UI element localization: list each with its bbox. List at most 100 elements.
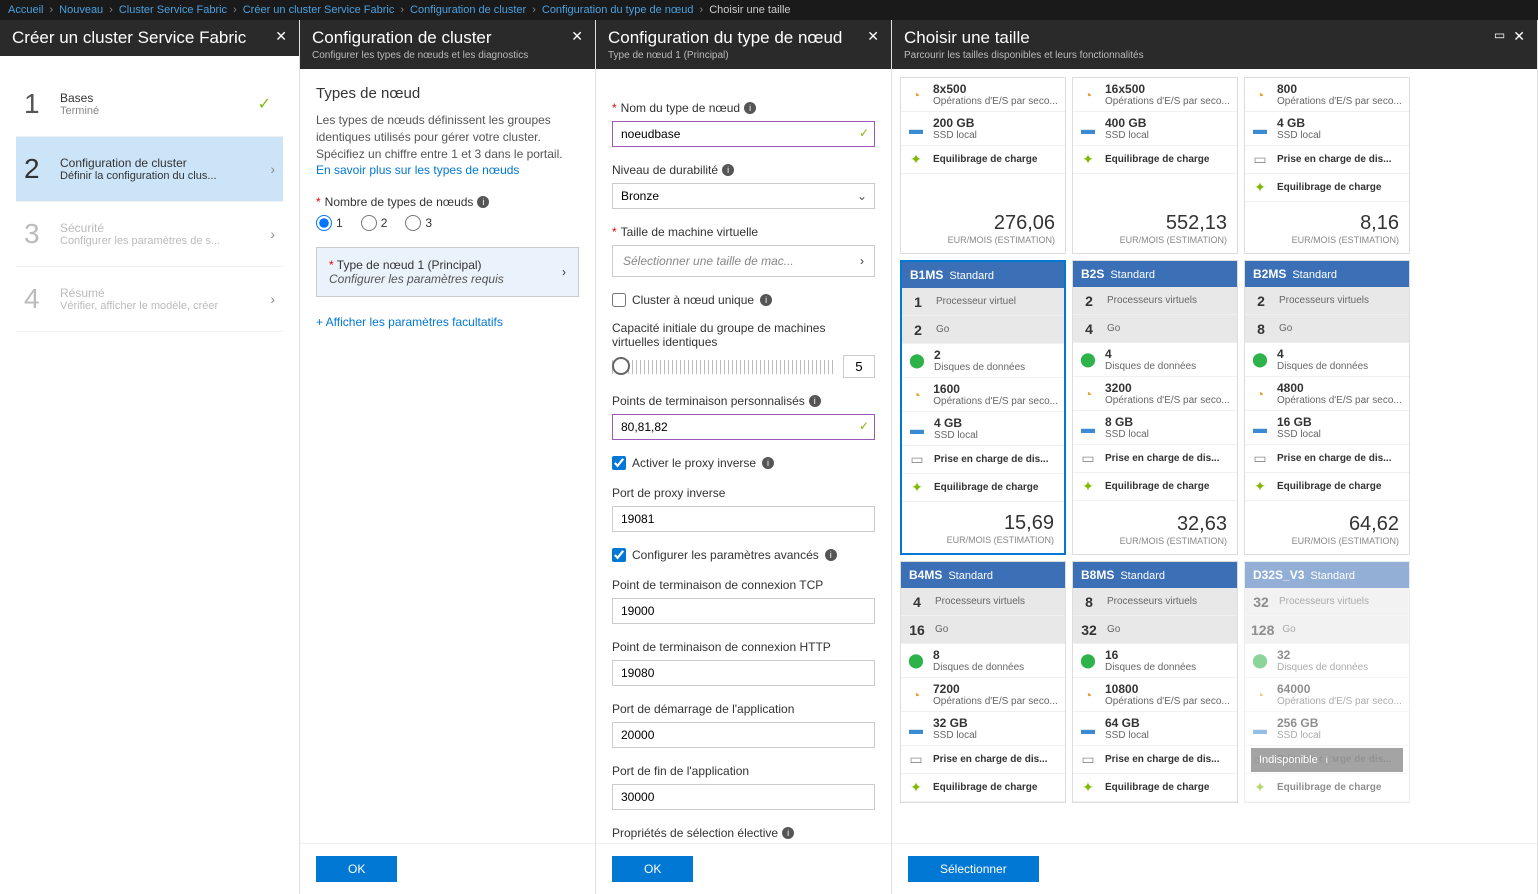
chevron-right-icon: › <box>270 226 275 242</box>
breadcrumb-item[interactable]: Configuration de cluster <box>410 4 526 16</box>
size-card[interactable]: ◔8x500Opérations d'E/S par seco...▬200 G… <box>900 77 1066 254</box>
maximize-icon[interactable]: ▭ <box>1494 28 1505 45</box>
ico-lb-icon: ✦ <box>1079 779 1097 797</box>
close-icon[interactable]: ✕ <box>1513 28 1525 45</box>
close-icon[interactable]: ✕ <box>571 28 583 45</box>
node-count-2[interactable] <box>361 215 377 231</box>
capacity-input[interactable] <box>843 355 875 378</box>
reverse-proxy-label: Activer le proxy inverse <box>632 456 756 470</box>
size-card[interactable]: ◔800Opérations d'E/S par seco...▬4 GBSSD… <box>1244 77 1410 254</box>
chevron-right-icon: › <box>270 291 275 307</box>
ico-lb-icon: ✦ <box>1251 179 1269 197</box>
reverse-proxy-checkbox[interactable] <box>612 456 626 470</box>
ico-ssd-icon: ▬ <box>1251 419 1269 437</box>
tcp-input[interactable] <box>612 598 875 624</box>
breadcrumb-item[interactable]: Nouveau <box>59 4 103 16</box>
vm-size-label: Taille de machine virtuelle <box>621 225 758 239</box>
single-node-label: Cluster à nœud unique <box>632 293 754 307</box>
blade-node-type-config: Configuration du type de nœud Type de nœ… <box>596 20 892 894</box>
ico-iops-icon: ◔ <box>1079 385 1097 403</box>
blade4-title: Choisir une taille <box>904 28 1144 48</box>
blade-cluster-config: Configuration de cluster Configurer les … <box>300 20 596 894</box>
start-port-label: Port de démarrage de l'application <box>612 702 794 716</box>
info-icon[interactable]: i <box>762 457 774 469</box>
chevron-right-icon: › <box>270 161 275 177</box>
ico-disk-icon: ⬤ <box>1251 652 1269 670</box>
end-port-input[interactable] <box>612 784 875 810</box>
size-card[interactable]: ◔16x500Opérations d'E/S par seco...▬400 … <box>1072 77 1238 254</box>
node-count-3[interactable] <box>405 215 421 231</box>
ico-iops-icon: ◔ <box>1079 86 1097 104</box>
size-card[interactable]: B4MSStandard4Processeurs virtuels16Go⬤8D… <box>900 561 1066 803</box>
blade2-title: Configuration de cluster <box>312 28 528 48</box>
ico-iops-icon: ◔ <box>1251 385 1269 403</box>
ico-lb-icon: ✦ <box>908 479 926 497</box>
learn-more-link[interactable]: En savoir plus sur les types de nœuds <box>316 163 519 177</box>
blade4-subtitle: Parcourir les tailles disponibles et leu… <box>904 50 1144 61</box>
info-icon[interactable]: i <box>825 549 837 561</box>
ico-ssd-icon: ▬ <box>1079 720 1097 738</box>
ico-lb-icon: ✦ <box>907 151 925 169</box>
select-button[interactable]: Sélectionner <box>908 856 1039 882</box>
breadcrumb-item[interactable]: Configuration du type de nœud <box>542 4 694 16</box>
vm-size-selector[interactable]: Sélectionner une taille de mac...› <box>612 245 875 277</box>
blade3-title: Configuration du type de nœud <box>608 28 842 48</box>
start-port-input[interactable] <box>612 722 875 748</box>
info-icon[interactable]: i <box>809 395 821 407</box>
wizard-step[interactable]: 1BasesTerminé✓ <box>16 72 283 137</box>
ico-stor-icon: ▭ <box>1251 450 1269 468</box>
http-input[interactable] <box>612 660 875 686</box>
size-card[interactable]: B8MSStandard8Processeurs virtuels32Go⬤16… <box>1072 561 1238 803</box>
ico-lb-icon: ✦ <box>1251 779 1269 797</box>
end-port-label: Port de fin de l'application <box>612 764 749 778</box>
ico-lb-icon: ✦ <box>1079 478 1097 496</box>
ico-lb-icon: ✦ <box>907 779 925 797</box>
node-name-input[interactable] <box>612 121 875 147</box>
ico-stor-icon: ▭ <box>1251 151 1269 169</box>
ok-button[interactable]: OK <box>316 856 397 882</box>
check-icon: ✓ <box>859 419 869 433</box>
close-icon[interactable]: ✕ <box>275 28 287 45</box>
ico-ssd-icon: ▬ <box>907 120 925 138</box>
durability-select[interactable]: Bronze <box>612 183 875 209</box>
endpoints-input[interactable] <box>612 414 875 440</box>
wizard-step[interactable]: 4RésuméVérifier, afficher le modèle, cré… <box>16 267 283 332</box>
breadcrumb-item[interactable]: Accueil <box>8 4 43 16</box>
blade1-title: Créer un cluster Service Fabric <box>12 28 246 48</box>
ok-button[interactable]: OK <box>612 856 693 882</box>
node-types-desc: Les types de nœuds définissent les group… <box>316 112 579 179</box>
ico-ssd-icon: ▬ <box>907 720 925 738</box>
info-icon[interactable]: i <box>782 827 794 839</box>
info-icon[interactable]: i <box>722 164 734 176</box>
size-card[interactable]: B2MSStandard2Processeurs virtuels8Go⬤4Di… <box>1244 260 1410 555</box>
ico-stor-icon: ▭ <box>907 751 925 769</box>
size-card[interactable]: B1MSStandard1Processeur virtuel2Go⬤2Disq… <box>900 260 1066 555</box>
tcp-label: Point de terminaison de connexion TCP <box>612 578 823 592</box>
node-count-1[interactable] <box>316 215 332 231</box>
capacity-slider[interactable] <box>612 360 835 374</box>
blade-create-cluster: Créer un cluster Service Fabric ✕ 1Bases… <box>0 20 300 894</box>
size-card[interactable]: B2SStandard2Processeurs virtuels4Go⬤4Dis… <box>1072 260 1238 555</box>
single-node-checkbox[interactable] <box>612 293 626 307</box>
advanced-checkbox[interactable] <box>612 548 626 562</box>
ico-stor-icon: ▭ <box>908 451 926 469</box>
blade3-subtitle: Type de nœud 1 (Principal) <box>608 50 842 61</box>
node-type-selector[interactable]: * Type de nœud 1 (Principal) Configurer … <box>316 247 579 297</box>
node-count-label: Nombre de types de nœuds <box>325 195 474 209</box>
show-optional-link[interactable]: + Afficher les paramètres facultatifs <box>316 315 579 329</box>
breadcrumb: Accueil›Nouveau›Cluster Service Fabric›C… <box>0 0 1538 20</box>
wizard-step[interactable]: 2Configuration de clusterDéfinir la conf… <box>16 137 283 202</box>
ico-ssd-icon: ▬ <box>1079 120 1097 138</box>
breadcrumb-item[interactable]: Créer un cluster Service Fabric <box>243 4 395 16</box>
wizard-step[interactable]: 3SécuritéConfigurer les paramètres de s.… <box>16 202 283 267</box>
close-icon[interactable]: ✕ <box>867 28 879 45</box>
rev-port-input[interactable] <box>612 506 875 532</box>
info-icon[interactable]: i <box>760 294 772 306</box>
info-icon[interactable]: i <box>477 196 489 208</box>
info-icon[interactable]: i <box>744 102 756 114</box>
rev-port-label: Port de proxy inverse <box>612 486 725 500</box>
ico-disk-icon: ⬤ <box>907 652 925 670</box>
blade-choose-size: Choisir une taille Parcourir les tailles… <box>892 20 1538 894</box>
breadcrumb-item[interactable]: Cluster Service Fabric <box>119 4 227 16</box>
ico-iops-icon: ◔ <box>1251 686 1269 704</box>
